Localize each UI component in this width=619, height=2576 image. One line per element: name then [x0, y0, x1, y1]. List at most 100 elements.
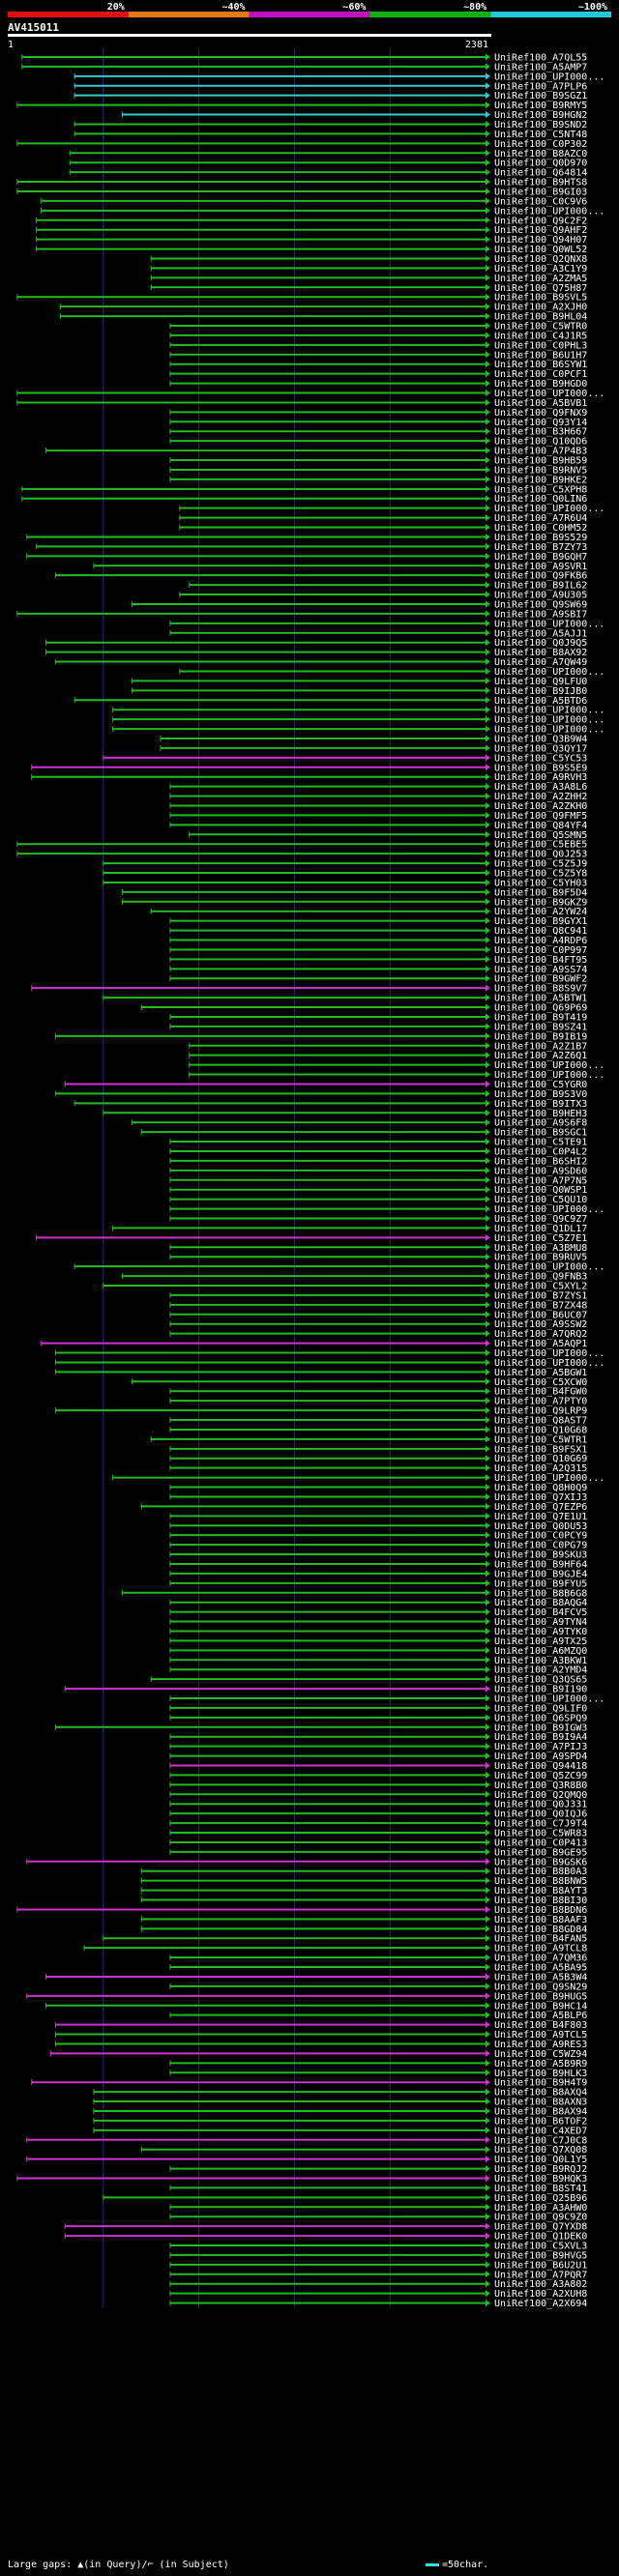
hit-end-arrow: [486, 485, 490, 493]
hit-end-arrow: [486, 542, 490, 550]
hit-end-arrow: [486, 937, 490, 944]
hit-label: UniRef100_UPI000...: [494, 1358, 604, 1369]
scale-legend: =50char.: [426, 2560, 488, 2570]
scale-label: =50char.: [442, 2560, 489, 2570]
hit-end-arrow: [486, 408, 490, 416]
legend-label: ~60%: [342, 2, 366, 13]
hit-end-arrow: [486, 1330, 490, 1338]
hit-label: UniRef100_B6UC07: [494, 1310, 587, 1320]
legend-label: ~100%: [578, 2, 607, 13]
hit-label: UniRef100_B8AZC0: [494, 149, 587, 159]
hit-label: UniRef100_Q2QNX8: [494, 254, 587, 265]
hit-label: UniRef100_B9IGW3: [494, 1722, 587, 1733]
hit-label: UniRef100_UPI000...: [494, 72, 604, 82]
hit-end-arrow: [486, 351, 490, 359]
legend-label: 20%: [107, 2, 125, 13]
hit-end-arrow: [486, 945, 490, 953]
hit-end-arrow: [486, 994, 490, 1001]
hit-end-arrow: [486, 1089, 490, 1097]
hit-label: UniRef100_UPI000...: [494, 619, 604, 629]
hit-label: UniRef100_B9FYU5: [494, 1578, 587, 1589]
large-gaps-legend: Large gaps: ▲(in Query)/⌐ (in Subject): [8, 2560, 229, 2570]
hit-label: UniRef100_A3BMU8: [494, 1243, 587, 1254]
hit-end-arrow: [486, 955, 490, 963]
hit-label: UniRef100_B9HLK3: [494, 2069, 587, 2079]
hit-label: UniRef100_B9HB59: [494, 456, 587, 467]
hit-end-arrow: [486, 1589, 490, 1597]
hit-label: UniRef100_B9RNV5: [494, 465, 587, 476]
hit-label: UniRef100_B9SKU3: [494, 1550, 587, 1561]
hit-label: UniRef100_B4FGW0: [494, 1387, 587, 1398]
hit-label: UniRef100_B8B6G8: [494, 1588, 587, 1599]
hit-end-arrow: [486, 1646, 490, 1654]
hit-label: UniRef100_C5NT48: [494, 130, 587, 140]
hit-end-arrow: [486, 1618, 490, 1626]
hit-end-arrow: [486, 1484, 490, 1491]
query-end-label: 2381: [465, 40, 488, 50]
hit-end-arrow: [486, 821, 490, 828]
hit-end-arrow: [486, 1819, 490, 1827]
hit-label: UniRef100_A5B3W4: [494, 1972, 587, 1983]
hit-label: UniRef100_Q0J331: [494, 1800, 587, 1810]
hit-label: UniRef100_C5TE91: [494, 1138, 587, 1148]
hit-end-arrow: [486, 2174, 490, 2182]
hit-end-arrow: [486, 1743, 490, 1751]
hit-end-arrow: [486, 2107, 490, 2115]
hit-label: UniRef100_UPI000...: [494, 389, 604, 399]
hit-end-arrow: [486, 427, 490, 435]
hit-label: UniRef100_Q0D970: [494, 159, 587, 169]
hit-label: UniRef100_A3BKW1: [494, 1656, 587, 1666]
hit-label: UniRef100_UPI000...: [494, 1262, 604, 1273]
hit-end-arrow: [486, 1147, 490, 1155]
hit-end-arrow: [486, 1848, 490, 1856]
hit-label: UniRef100_Q5ZC99: [494, 1771, 587, 1781]
hit-end-arrow: [486, 361, 490, 368]
hit-end-arrow: [486, 82, 490, 90]
hit-label: UniRef100_B9SGZ1: [494, 91, 587, 101]
hit-end-arrow: [486, 2059, 490, 2067]
hit-label: UniRef100_C5QU10: [494, 1195, 587, 1205]
hit-end-arrow: [486, 390, 490, 397]
hit-end-arrow: [486, 1042, 490, 1050]
hit-end-arrow: [486, 1541, 490, 1548]
hit-end-arrow: [486, 2242, 490, 2249]
hit-end-arrow: [486, 283, 490, 291]
hit-label: UniRef100_A7PIJ3: [494, 1742, 587, 1752]
hit-end-arrow: [486, 1301, 490, 1309]
hit-end-arrow: [486, 552, 490, 560]
hit-label: UniRef100_B8BNW5: [494, 1876, 587, 1887]
hit-label: UniRef100_Q84YF4: [494, 821, 587, 831]
hit-label: UniRef100_B9HTS8: [494, 178, 587, 188]
hit-label: UniRef100_A2XUH8: [494, 2289, 587, 2300]
hit-end-arrow: [486, 2069, 490, 2076]
hit-end-arrow: [486, 1531, 490, 1539]
hit-label: UniRef100_C5WTR1: [494, 1434, 587, 1445]
hit-end-arrow: [486, 1157, 490, 1165]
hit-label: UniRef100_Q10QD6: [494, 437, 587, 448]
hit-label: UniRef100_UPI000...: [494, 715, 604, 726]
hit-end-arrow: [486, 274, 490, 281]
hit-end-arrow: [486, 1512, 490, 1520]
hit-end-arrow: [486, 1963, 490, 1971]
hit-end-arrow: [486, 1349, 490, 1357]
hit-end-arrow: [486, 293, 490, 301]
hit-label: UniRef100_C0P413: [494, 1838, 587, 1848]
hit-end-arrow: [486, 2290, 490, 2298]
hit-label: UniRef100_B9GI03: [494, 187, 587, 197]
hit-label: UniRef100_C4XED7: [494, 2126, 587, 2136]
hit-end-arrow: [486, 1340, 490, 1347]
hit-label: UniRef100_B9I9A4: [494, 1732, 587, 1743]
hit-label: UniRef100_B9GE95: [494, 1847, 587, 1858]
hit-end-arrow: [486, 1579, 490, 1587]
hit-end-arrow: [486, 600, 490, 608]
hit-end-arrow: [486, 1243, 490, 1251]
hit-end-arrow: [486, 1377, 490, 1385]
hit-end-arrow: [486, 1675, 490, 1683]
hit-label: UniRef100_C5XVL3: [494, 2242, 587, 2252]
hit-end-arrow: [486, 830, 490, 838]
hit-end-arrow: [486, 2222, 490, 2230]
hit-label: UniRef100_Q3R8B0: [494, 1780, 587, 1791]
hit-label: UniRef100_A4RDP6: [494, 936, 587, 946]
hit-label: UniRef100_B9S3V0: [494, 1089, 587, 1100]
hit-end-arrow: [486, 92, 490, 100]
